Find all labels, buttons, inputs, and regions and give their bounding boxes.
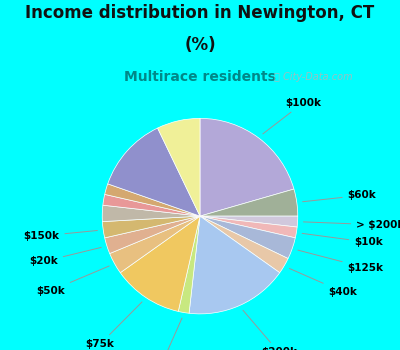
- Wedge shape: [200, 189, 298, 216]
- Text: > $200k: > $200k: [304, 220, 400, 230]
- Text: Multirace residents: Multirace residents: [124, 70, 276, 84]
- Text: $60k: $60k: [303, 190, 376, 202]
- Wedge shape: [103, 194, 200, 216]
- Text: Ⓜ City-Data.com: Ⓜ City-Data.com: [274, 72, 352, 82]
- Text: $30k: $30k: [145, 318, 182, 350]
- Wedge shape: [102, 216, 200, 238]
- Text: $100k: $100k: [263, 98, 321, 134]
- Wedge shape: [110, 216, 200, 273]
- Wedge shape: [200, 216, 295, 259]
- Wedge shape: [200, 118, 294, 216]
- Text: $20k: $20k: [29, 247, 101, 266]
- Text: $150k: $150k: [23, 231, 97, 241]
- Wedge shape: [178, 216, 200, 313]
- Wedge shape: [108, 128, 200, 216]
- Text: Income distribution in Newington, CT: Income distribution in Newington, CT: [25, 4, 375, 22]
- Text: $40k: $40k: [289, 268, 357, 297]
- Wedge shape: [200, 216, 297, 238]
- Wedge shape: [120, 216, 200, 312]
- Wedge shape: [200, 216, 298, 227]
- Text: (%): (%): [184, 36, 216, 54]
- Wedge shape: [189, 216, 280, 314]
- Text: $10k: $10k: [302, 233, 383, 247]
- Text: $75k: $75k: [85, 302, 142, 349]
- Wedge shape: [102, 205, 200, 222]
- Wedge shape: [105, 184, 200, 216]
- Wedge shape: [105, 216, 200, 253]
- Text: $200k: $200k: [243, 310, 297, 350]
- Wedge shape: [200, 216, 288, 273]
- Text: $125k: $125k: [298, 250, 384, 273]
- Text: $50k: $50k: [36, 266, 109, 296]
- Wedge shape: [158, 118, 200, 216]
